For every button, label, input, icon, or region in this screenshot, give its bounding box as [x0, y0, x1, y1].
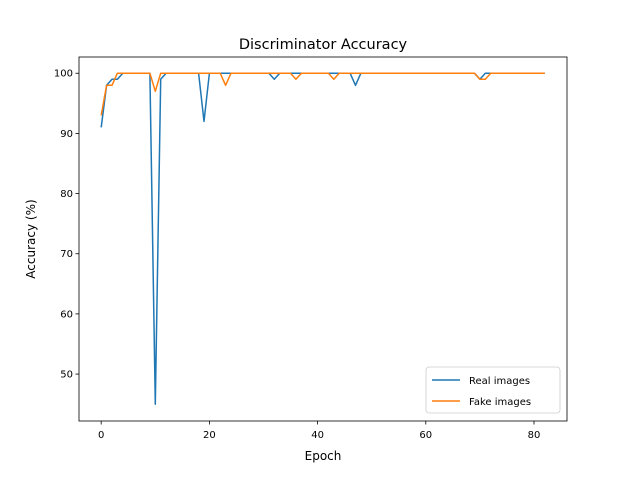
legend-label: Fake images [469, 397, 531, 408]
y-axis-label: Accuracy (%) [24, 199, 38, 278]
x-tick-label: 60 [419, 430, 432, 441]
x-tick-label: 20 [203, 430, 216, 441]
x-axis-label: Epoch [305, 449, 342, 463]
y-tick-label: 60 [60, 309, 73, 320]
y-tick-label: 90 [60, 129, 73, 140]
y-tick-label: 80 [60, 189, 73, 200]
axes-frame [78, 56, 568, 422]
y-tick-label: 50 [60, 370, 73, 381]
x-tick-label: 0 [98, 430, 104, 441]
x-tick-label: 80 [528, 430, 541, 441]
plot-area: 0 20 40 60 80 50 60 70 80 90 100 Real images Fake im… [54, 56, 568, 441]
series-line-fake [100, 72, 545, 116]
chart-title: Discriminator Accuracy [239, 37, 408, 53]
series-line-real [100, 72, 545, 405]
y-tick-label: 100 [54, 69, 73, 80]
x-tick-label: 40 [311, 430, 324, 441]
legend-label: Real images [469, 376, 530, 387]
y-tick-label: 70 [60, 249, 73, 260]
